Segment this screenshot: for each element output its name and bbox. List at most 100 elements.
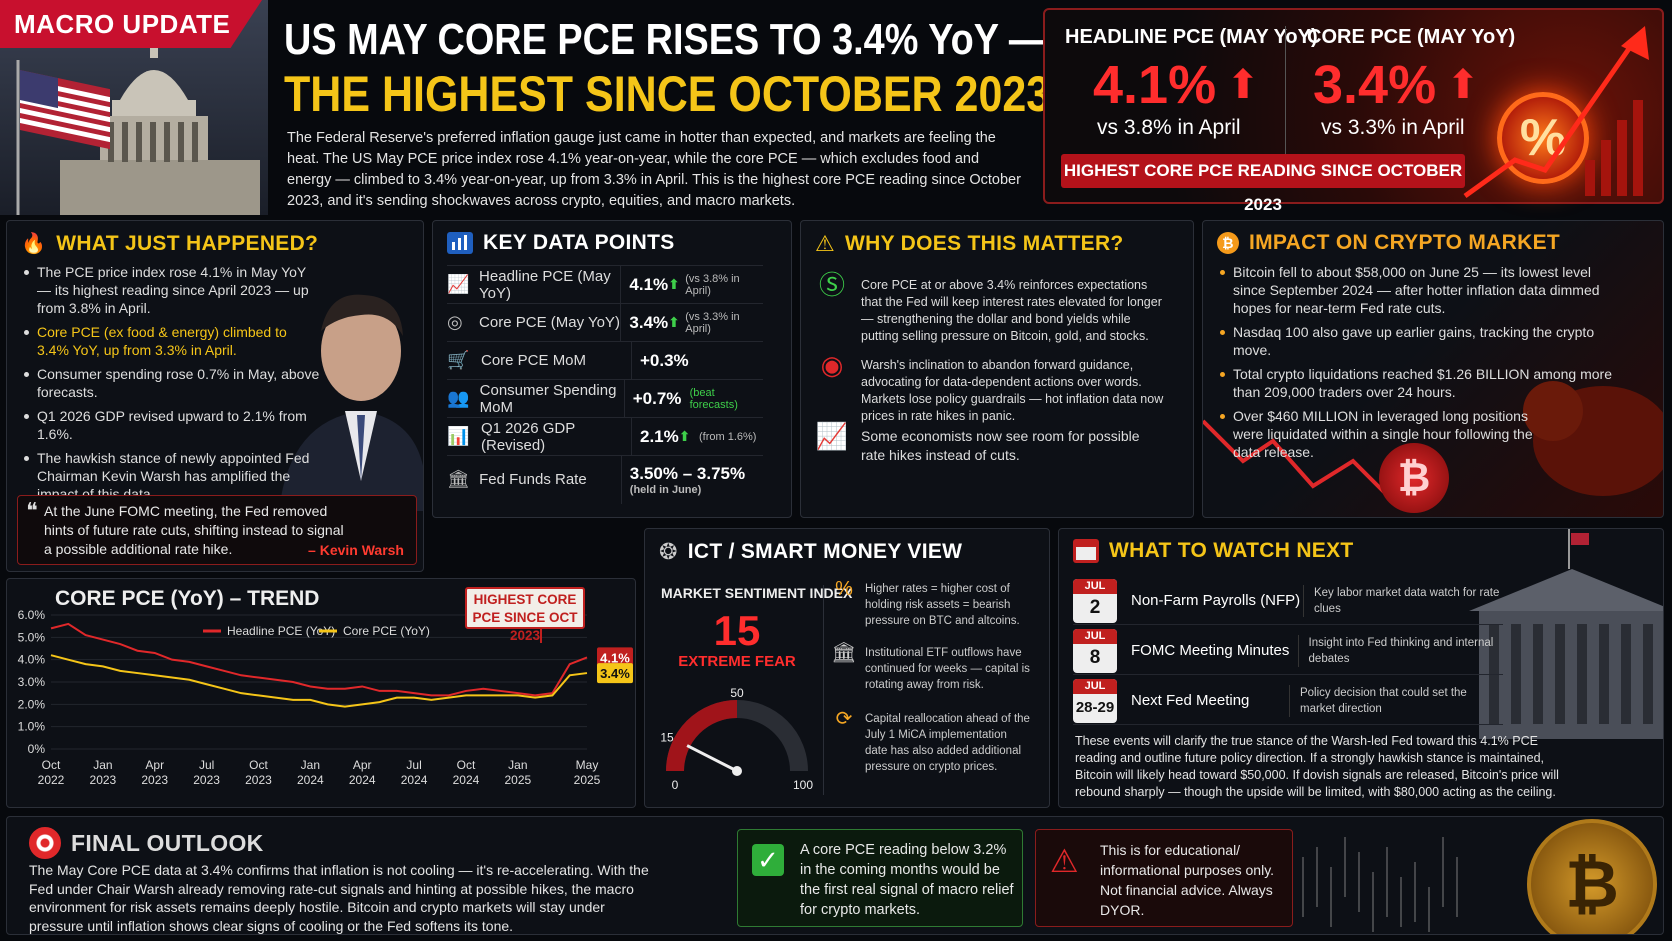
list-item: The PCE price index rose 4.1% in May YoY… bbox=[21, 263, 321, 317]
key-data-note: (beat forecasts) bbox=[689, 386, 738, 411]
watch-event-name: Next Fed Meeting bbox=[1131, 692, 1250, 709]
watch-event-desc: Insight into Fed thinking and internal d… bbox=[1297, 634, 1503, 667]
warning-icon: ⚠ bbox=[815, 231, 836, 256]
watch-panel: WHAT TO WATCH NEXT JUL 2 Non-Farm Payrolls… bbox=[1058, 528, 1664, 808]
gauge-mid-label: 50 bbox=[730, 686, 744, 700]
highest-banner: HIGHEST CORE PCE READING SINCE OCTOBER 2… bbox=[1061, 154, 1465, 214]
key-data-value-text: +0.7% bbox=[632, 388, 682, 408]
y-tick-label: 1.0% bbox=[18, 720, 46, 734]
why-panel: ⚠ WHY DOES THIS MATTER? Ⓢ Core PCE at or… bbox=[800, 220, 1194, 518]
key-data-value-text: 2.1% bbox=[640, 426, 679, 446]
series-line bbox=[50, 622, 588, 697]
calendar-icon bbox=[1073, 539, 1099, 563]
trend-up-icon: 📈 bbox=[815, 421, 849, 451]
headline-value-text: 4.1% bbox=[1093, 55, 1217, 115]
relief-signal-box: ✓ A core PCE reading below 3.2% in the c… bbox=[737, 829, 1023, 927]
watch-summary: These events will clarify the true stanc… bbox=[1075, 734, 1559, 799]
alert-icon: ⚠ bbox=[1050, 843, 1079, 879]
headline-value: 4.1% ⬆ bbox=[1093, 54, 1260, 116]
outlook-text: The May Core PCE data at 3.4% confirms t… bbox=[29, 862, 649, 934]
end-value-badge bbox=[597, 647, 633, 668]
badge-label: MACRO UPDATE bbox=[14, 8, 231, 39]
page-title: US MAY CORE PCE RISES TO 3.4% YoY — THE … bbox=[284, 14, 1050, 122]
up-arrow-icon: ⬆ bbox=[668, 314, 680, 330]
key-data-note: (vs 3.8% in April) bbox=[685, 272, 740, 297]
calendar-month: JUL bbox=[1073, 628, 1117, 644]
line-chart-icon: 📈 bbox=[447, 274, 470, 294]
x-tick-label: Jan 2024 bbox=[297, 758, 324, 787]
key-data-label: Consumer Spending MoM bbox=[479, 381, 617, 416]
x-tick-label: Apr 2024 bbox=[349, 758, 376, 787]
watch-event-name: FOMC Meeting Minutes bbox=[1131, 642, 1290, 659]
core-prev: vs 3.3% in April bbox=[1321, 116, 1465, 139]
x-tick-label: Jan 2023 bbox=[90, 758, 117, 787]
what-happened-panel: 🔥 WHAT JUST HAPPENED? The PCE price inde… bbox=[6, 220, 424, 572]
up-arrow-icon: ⬆ bbox=[1226, 63, 1260, 107]
gauge-value: 15 bbox=[713, 607, 761, 654]
headline-pce-box: HEADLINE PCE (MAY YoY) 4.1% ⬆ vs 3.8% in… bbox=[1043, 8, 1664, 214]
up-arrow-icon: ⬆ bbox=[678, 428, 691, 444]
gauge-hub bbox=[732, 766, 742, 776]
headline-label: HEADLINE PCE (MAY YoY) bbox=[1065, 26, 1318, 48]
crypto-panel: ₿ IMPACT ON CRYPTO MARKET Bitcoin fell t… bbox=[1202, 220, 1664, 518]
key-data-value: 2.1% ⬆ bbox=[631, 417, 695, 456]
chart-callout: HIGHEST CORE PCE SINCE OCT 2023 bbox=[465, 587, 585, 643]
calendar-month: JUL bbox=[1073, 578, 1117, 594]
y-tick-label: 6.0% bbox=[18, 608, 46, 622]
x-tick-label: May 2025 bbox=[574, 758, 601, 787]
x-tick-label: Oct 2022 bbox=[38, 758, 65, 787]
key-data-value: 3.50% – 3.75% (held in June) bbox=[620, 455, 763, 504]
gauge-fear-arc bbox=[666, 700, 738, 772]
key-data-label: Core PCE MoM bbox=[481, 352, 587, 369]
calendar-date: JUL 2 bbox=[1073, 578, 1117, 623]
what-happened-title: 🔥 WHAT JUST HAPPENED? bbox=[21, 231, 319, 256]
check-icon: ✓ bbox=[752, 844, 784, 876]
disclaimer-box: ⚠ This is for educational/ informational… bbox=[1035, 829, 1293, 927]
x-tick-label: Jul 2024 bbox=[401, 758, 428, 787]
gauge-needle bbox=[686, 744, 738, 773]
watch-title: WHAT TO WATCH NEXT bbox=[1073, 539, 1354, 563]
bitcoin-icon: ₿ bbox=[1217, 232, 1239, 254]
ict-panel: ❂ ICT / SMART MONEY VIEW MARKET SENTIMEN… bbox=[644, 528, 1050, 808]
key-data-label: Fed Funds Rate bbox=[479, 471, 587, 488]
key-data-label: Q1 2026 GDP (Revised) bbox=[481, 419, 575, 454]
series-line bbox=[50, 654, 588, 708]
core-value: 3.4% ⬆ bbox=[1313, 54, 1480, 116]
trend-chart-panel: CORE PCE (YoY) – TREND 0% 1.0% 2.0% 3.0% 4.0… bbox=[6, 578, 636, 808]
fire-icon: 🔥 bbox=[21, 233, 47, 255]
outlook-panel: FINAL OUTLOOK The May Core PCE data at 3… bbox=[6, 816, 1664, 935]
warsh-portrait bbox=[269, 281, 423, 511]
fed-building-illustration bbox=[1469, 529, 1663, 739]
list-item: Core PCE (ex food & energy) climbed to 3… bbox=[21, 323, 321, 359]
list-item: Over $460 MILLION in leveraged long posi… bbox=[1217, 407, 1537, 461]
calendar-date: JUL 8 bbox=[1073, 628, 1117, 673]
list-item: Consumer spending rose 0.7% in May, abov… bbox=[21, 365, 321, 401]
y-tick-label: 5.0% bbox=[18, 630, 46, 644]
intro-paragraph: The Federal Reserve's preferred inflatio… bbox=[287, 130, 1021, 209]
why-title: ⚠ WHY DOES THIS MATTER? bbox=[815, 231, 1124, 256]
key-data-value-text: 3.4% bbox=[629, 312, 669, 332]
end-value-label: 3.4% bbox=[600, 666, 630, 681]
target-icon: ◎ bbox=[447, 312, 463, 332]
list-item: Bitcoin fell to about $58,000 on June 25… bbox=[1217, 263, 1617, 317]
quote-text: At the June FOMC meeting, the Fed remove… bbox=[44, 503, 344, 557]
us-flag-icon bbox=[16, 60, 110, 215]
chart-title: CORE PCE (YoY) – TREND bbox=[55, 587, 320, 610]
key-data-value-text: +0.3% bbox=[640, 350, 689, 370]
watch-event-name: Non-Farm Payrolls (NFP) bbox=[1131, 592, 1301, 609]
bear-illustration bbox=[1203, 381, 1663, 503]
calendar-date: JUL 28-29 bbox=[1073, 678, 1117, 723]
key-data-row: 🛒 Core PCE MoM +0.3% bbox=[447, 341, 763, 380]
key-data-label: Headline PCE (May YoY) bbox=[479, 267, 611, 302]
key-data-value-text: 4.1% bbox=[629, 274, 669, 294]
list-item: Total crypto liquidations reached $1.26 … bbox=[1217, 365, 1617, 401]
core-label: CORE PCE (MAY YoY) bbox=[1307, 26, 1516, 48]
bank-icon: 🏛 bbox=[447, 469, 470, 489]
ict-item-2: 🏛 Institutional ETF outflows have contin… bbox=[831, 642, 1030, 691]
key-data-label: Core PCE (May YoY) bbox=[479, 314, 620, 331]
watch-event-desc: Policy decision that could set the marke… bbox=[1288, 684, 1503, 717]
up-arrow-icon: ⬆ bbox=[668, 276, 680, 292]
key-data-note: (vs 3.3% in April) bbox=[685, 310, 740, 335]
key-data-row: 📊 Q1 2026 GDP (Revised) 2.1% ⬆ (from 1.6%) bbox=[447, 417, 763, 456]
gauge-min-label: 0 bbox=[672, 778, 679, 792]
